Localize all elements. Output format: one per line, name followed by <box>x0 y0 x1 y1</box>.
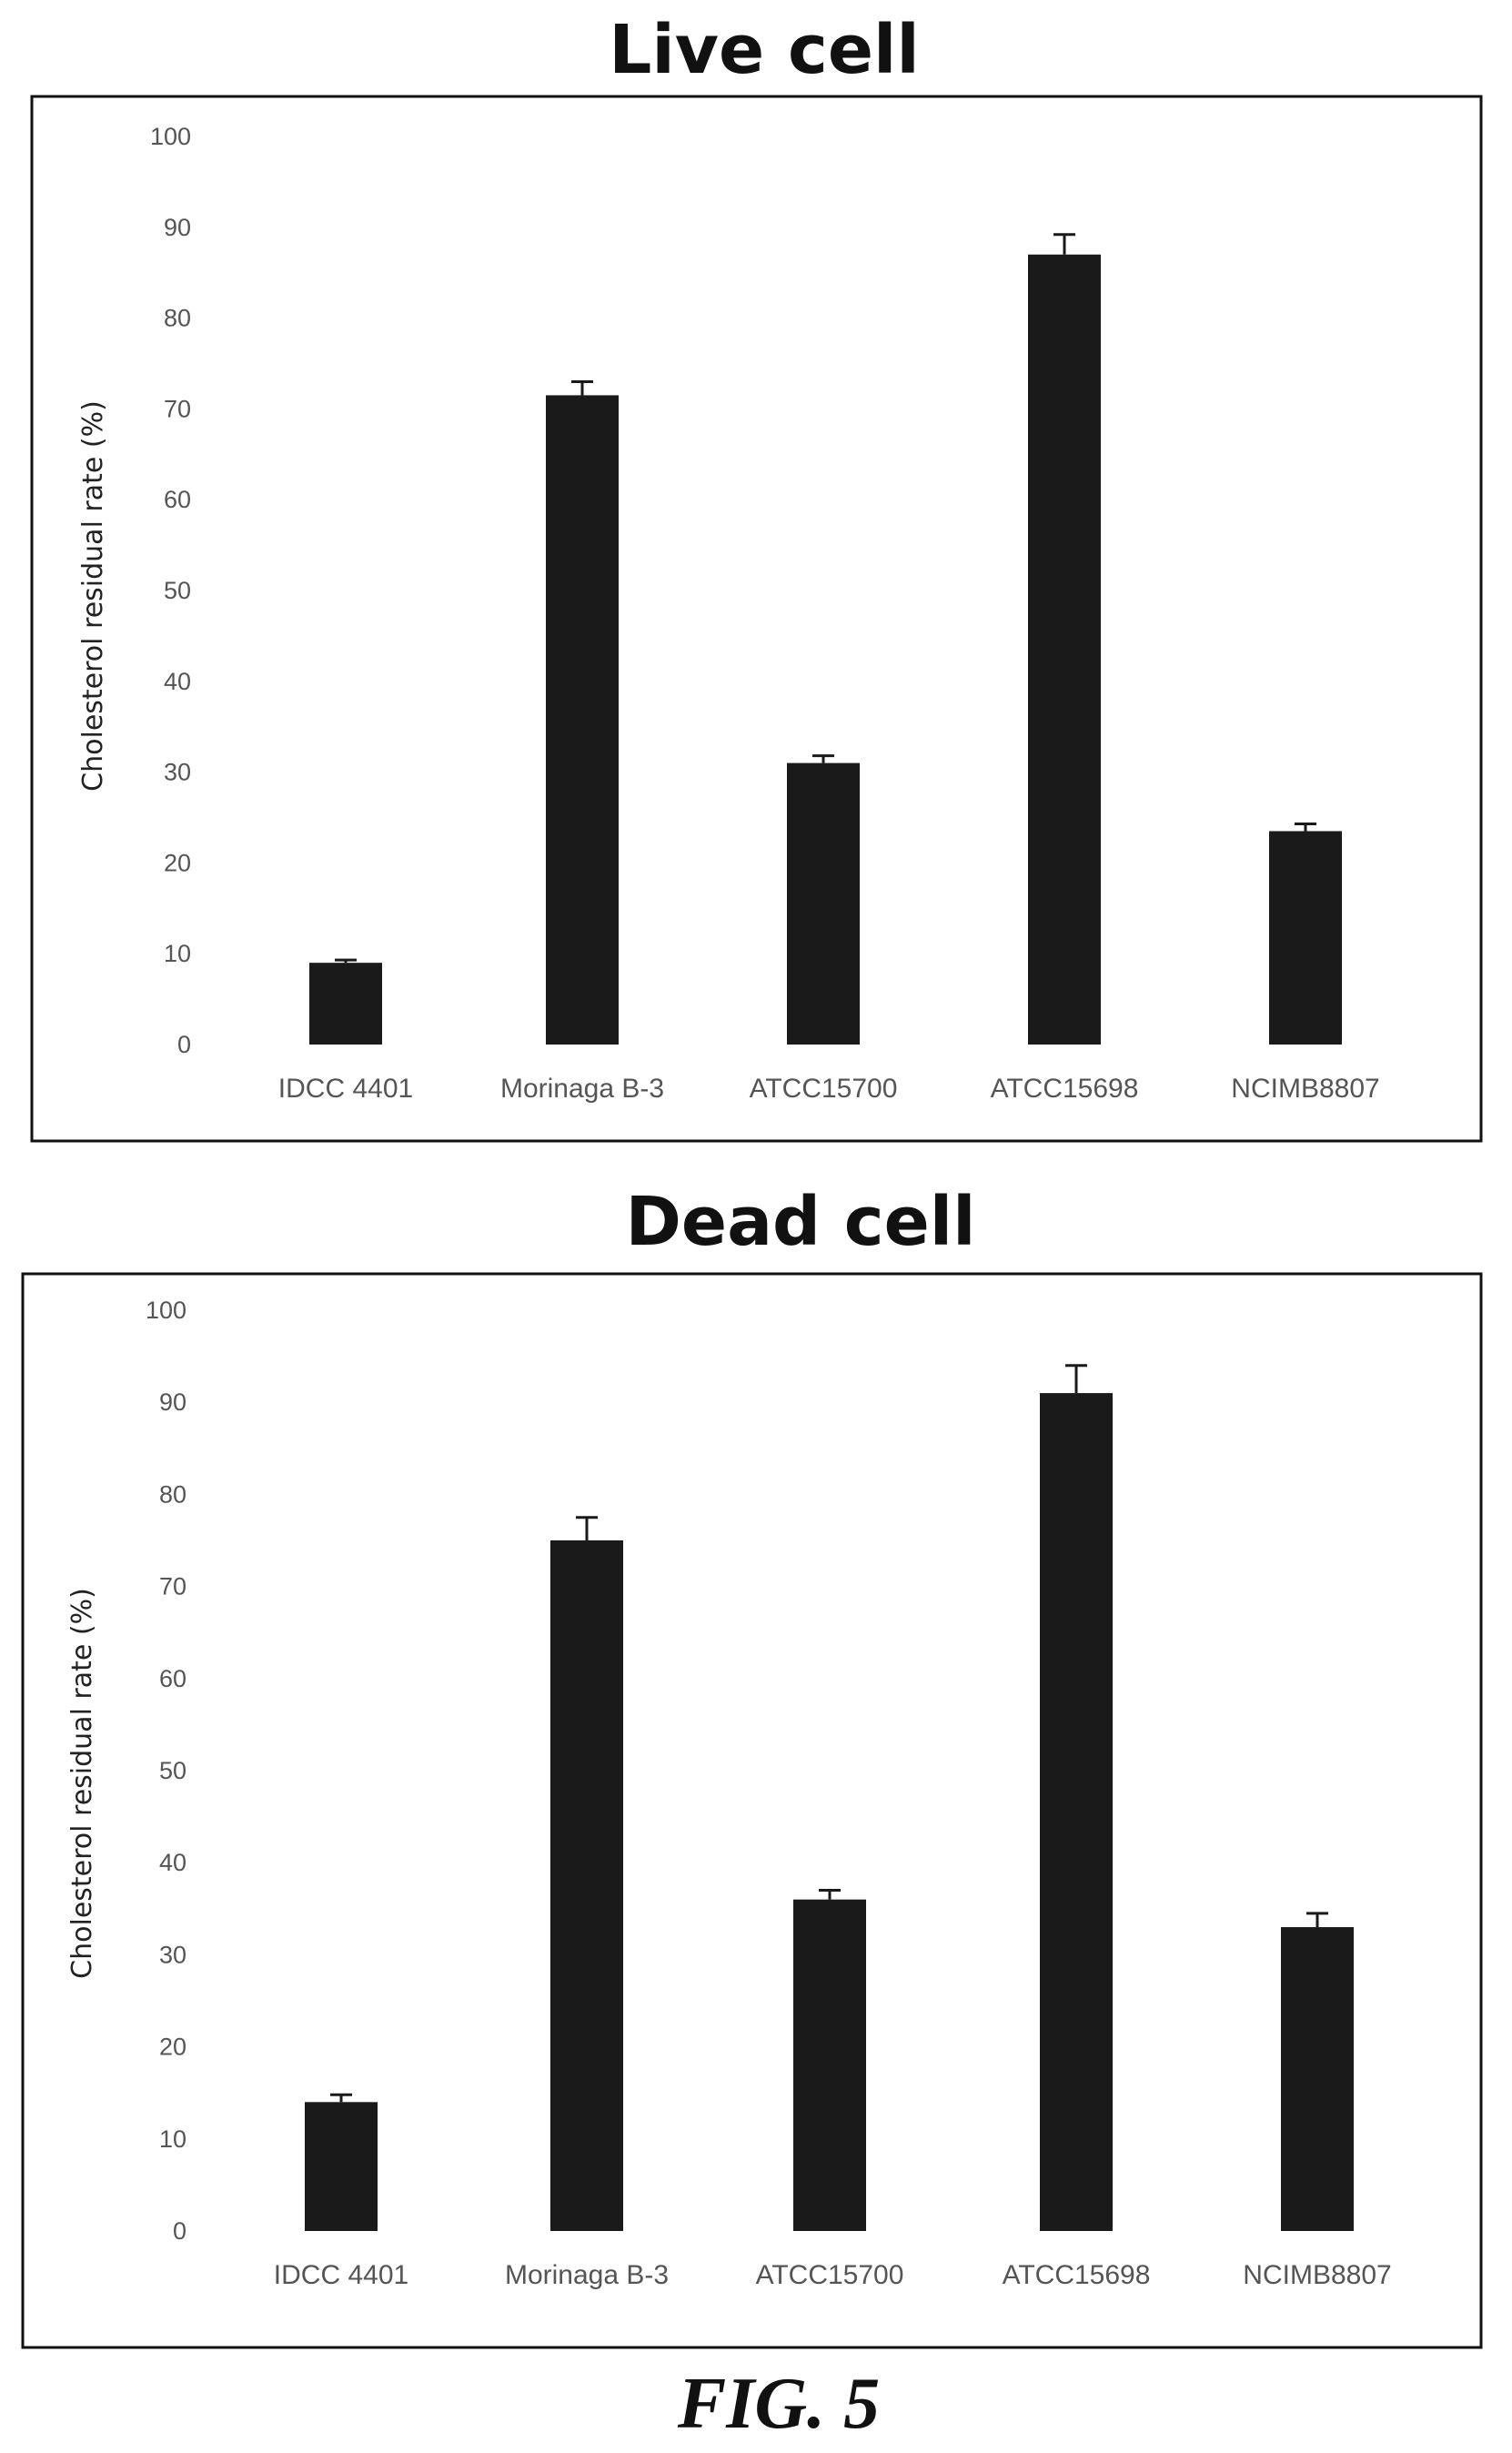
y-tick-label: 70 <box>159 1573 186 1600</box>
x-tick-label: ATCC15700 <box>756 2260 904 2290</box>
y-tick-label: 80 <box>164 305 191 332</box>
y-tick-label: 40 <box>164 668 191 695</box>
bar <box>1281 1927 1354 2231</box>
y-tick-label: 30 <box>159 1941 186 1968</box>
y-tick-label: 50 <box>164 577 191 604</box>
y-tick-label: 100 <box>150 123 191 150</box>
y-tick-label: 100 <box>146 1297 186 1324</box>
y-tick-label: 60 <box>159 1665 186 1692</box>
y-tick-label: 10 <box>164 940 191 967</box>
bar <box>1040 1393 1113 2231</box>
y-tick-label: 90 <box>164 214 191 241</box>
x-tick-label: NCIMB8807 <box>1243 2260 1391 2290</box>
y-tick-label: 0 <box>177 1031 191 1058</box>
chart-frame <box>21 1272 1483 2349</box>
y-tick-label: 50 <box>159 1757 186 1784</box>
y-tick-label: 20 <box>159 2034 186 2061</box>
y-tick-label: 90 <box>159 1388 186 1416</box>
bar <box>787 762 860 1045</box>
bar <box>1028 254 1101 1045</box>
x-tick-label: Morinaga B-3 <box>505 2260 669 2290</box>
bar <box>793 1899 866 2231</box>
y-tick-label: 30 <box>164 759 191 786</box>
y-tick-label: 20 <box>164 849 191 876</box>
x-tick-label: ATCC15698 <box>1003 2260 1151 2290</box>
x-tick-label: IDCC 4401 <box>278 1074 413 1104</box>
y-tick-label: 80 <box>159 1480 186 1508</box>
chart-title: Live cell <box>609 11 920 89</box>
figure-caption: FIG. 5 <box>677 2364 880 2444</box>
y-axis-label: Cholesterol residual rate (%) <box>66 1588 98 1979</box>
chart-frame <box>30 95 1483 1143</box>
y-tick-label: 40 <box>159 1849 186 1876</box>
x-tick-label: IDCC 4401 <box>274 2260 408 2290</box>
y-tick-label: 0 <box>173 2217 186 2245</box>
chart-live-cell: Live cell Cholesterol residual rate (%) … <box>30 11 1483 1143</box>
y-tick-label: 10 <box>159 2125 186 2153</box>
bar <box>1269 831 1342 1045</box>
y-tick-label: 60 <box>164 486 191 513</box>
x-tick-label: ATCC15700 <box>750 1074 898 1104</box>
bar <box>309 963 382 1045</box>
chart-title: Dead cell <box>625 1183 975 1261</box>
bar <box>550 1540 623 2231</box>
plot-area: 0 10 20 30 40 50 60 70 80 90 100 IDCC 4401 Morinaga … <box>150 123 1380 1104</box>
bar <box>305 2102 378 2231</box>
x-tick-label: NCIMB8807 <box>1231 1074 1379 1104</box>
y-axis-label: Cholesterol residual rate (%) <box>77 400 109 792</box>
bar <box>546 395 619 1045</box>
chart-dead-cell: Dead cell Cholesterol residual rate (%) … <box>21 1183 1483 2349</box>
plot-area: 0 10 20 30 40 50 60 70 80 90 100 IDCC 4401 Morinaga … <box>146 1297 1392 2290</box>
x-tick-label: ATCC15698 <box>991 1074 1139 1104</box>
x-tick-label: Morinaga B-3 <box>500 1074 664 1104</box>
y-tick-label: 70 <box>164 395 191 422</box>
